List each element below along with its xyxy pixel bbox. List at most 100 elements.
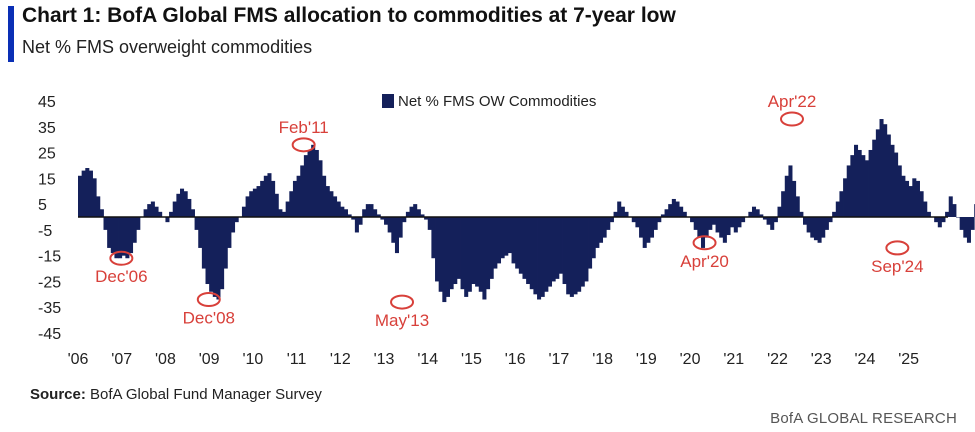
bar [806,217,811,233]
y-tick-label: -45 [38,326,61,343]
annotation-label: Dec'08 [183,308,235,327]
bar [325,186,330,217]
bar [682,211,687,217]
bar [340,206,345,217]
bar [595,217,600,248]
annotation-circle [692,235,717,251]
bar [147,204,152,217]
bar [369,204,374,217]
bar [792,180,797,217]
source-text: BofA Global Fund Manager Survey [90,386,322,403]
bar [741,217,746,223]
x-tick-label: '14 [417,351,438,368]
bar [639,217,644,238]
x-tick-label: '06 [68,351,89,368]
bar [795,196,800,217]
bar [282,211,287,217]
bar [642,217,647,248]
bar [890,144,895,217]
bar [343,209,348,217]
bar [879,119,884,217]
bar [777,206,782,217]
bar [945,211,950,217]
bar [934,217,939,223]
bar [176,193,181,217]
bar [336,201,341,217]
bar [952,204,957,217]
bar [730,217,735,228]
bar [555,217,560,279]
bar [606,217,611,230]
bar [292,180,297,217]
annotation-circle [196,291,221,307]
bar [843,178,848,217]
x-tick-label: '17 [548,351,569,368]
bar [99,209,104,217]
bar [460,217,465,290]
bar [88,170,93,217]
bar [963,217,968,238]
bar [711,217,716,225]
bar [624,211,629,217]
bar [187,198,192,217]
y-tick-label: 45 [38,94,56,111]
bar [322,175,327,217]
bar [442,217,447,303]
annotations-group: Dec'06 Dec'08 Feb'11 May'13 Apr'20 Apr'22 Sep'… [95,92,923,330]
bar [209,217,214,292]
bar [679,206,684,217]
bar [456,217,461,279]
bar [387,217,392,233]
bar [183,191,188,217]
bar [314,149,319,217]
bar [781,191,786,217]
x-tick-label: '25 [898,351,919,368]
bar [362,209,367,217]
x-axis: '06 '07 '08 '09 '10 '11 '12 '13 '14 '15 '16 '17 '18 '… [68,351,920,368]
bar [482,217,487,300]
bar [817,217,822,243]
bar [664,209,669,217]
bar [864,160,869,217]
bar [591,217,596,259]
bar [803,217,808,225]
bar [737,217,742,228]
bar [467,217,472,292]
bar [577,217,582,292]
bar [912,178,917,217]
x-tick-label: '16 [505,351,526,368]
bar [970,217,975,230]
y-tick-label: 25 [38,146,56,163]
chart-title: Chart 1: BofA Global FMS allocation to c… [22,4,676,27]
bar [365,204,370,217]
bar [402,217,407,223]
bar [227,217,232,248]
bar [81,170,86,217]
annotation-circle [885,240,910,256]
annotation-circle [291,137,316,153]
bar [107,217,112,248]
bar [613,211,618,217]
bar [948,196,953,217]
bar [274,193,279,217]
bar [675,201,680,217]
bar [551,217,556,282]
bar [190,209,195,217]
bar [223,217,228,269]
bar [249,191,254,217]
bar [653,217,658,230]
bar [668,204,673,217]
bar [486,217,491,290]
bar [813,217,818,241]
bar [121,217,126,256]
bar [872,139,877,217]
chart-subtitle: Net % FMS overweight commodities [22,37,313,57]
bar [941,217,946,223]
bar [726,217,731,236]
bar [496,217,502,264]
bar [435,217,440,282]
x-tick-label: '18 [592,351,613,368]
bars-group [78,119,975,303]
bar [580,217,585,287]
bar [897,165,902,217]
